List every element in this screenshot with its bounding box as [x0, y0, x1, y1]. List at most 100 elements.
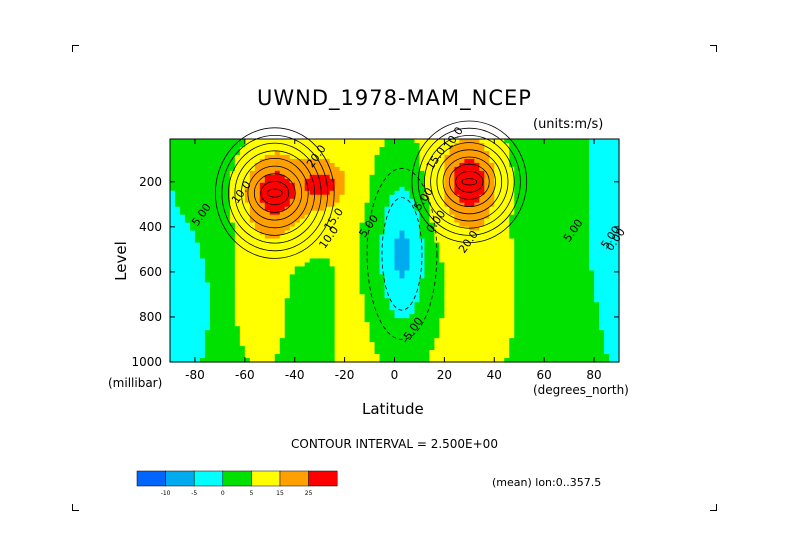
contour-cell: [349, 258, 356, 264]
contour-cell: [339, 310, 346, 315]
contour-cell: [604, 194, 610, 200]
contour-cell: [454, 350, 460, 355]
contour-cell: [334, 194, 341, 200]
contour-cell: [214, 346, 221, 351]
contour-cell: [584, 174, 590, 180]
contour-cell: [519, 210, 525, 216]
contour-cell: [399, 150, 406, 156]
contour-cell: [289, 298, 296, 303]
contour-cell: [339, 354, 346, 359]
contour-cell: [524, 214, 530, 220]
contour-cell: [429, 262, 436, 268]
contour-cell: [409, 290, 416, 295]
contour-cell: [409, 318, 416, 323]
contour-cell: [509, 310, 515, 315]
contour-cell: [499, 274, 505, 279]
contour-cell: [549, 210, 555, 216]
contour-cell: [324, 234, 331, 240]
contour-cell: [204, 158, 211, 164]
contour-cell: [309, 242, 316, 248]
contour-cell: [189, 290, 196, 295]
contour-cell: [359, 182, 366, 188]
contour-cell: [439, 210, 445, 216]
contour-cell: [189, 238, 196, 244]
contour-cell: [299, 266, 306, 272]
contour-cell: [459, 306, 465, 311]
contour-cell: [414, 150, 421, 156]
contour-cell: [574, 150, 580, 156]
contour-cell: [314, 354, 321, 359]
contour-cell: [194, 218, 201, 224]
contour-cell: [189, 278, 196, 283]
contour-cell: [384, 338, 391, 343]
contour-cell: [504, 334, 510, 339]
contour-cell: [424, 150, 431, 156]
contour-cell: [324, 254, 331, 260]
contour-cell: [264, 166, 271, 172]
contour-cell: [344, 262, 351, 268]
contour-cell: [529, 318, 535, 323]
contour-cell: [349, 214, 356, 220]
contour-cell: [409, 142, 416, 148]
contour-cell: [319, 186, 326, 192]
contour-cell: [339, 230, 346, 236]
contour-cell: [389, 190, 396, 196]
contour-cell: [349, 334, 356, 339]
contour-cell: [549, 198, 555, 204]
contour-cell: [384, 178, 391, 184]
contour-cell: [444, 194, 450, 200]
contour-cell: [519, 290, 525, 295]
contour-cell: [489, 334, 495, 339]
contour-cell: [609, 254, 615, 260]
contour-cell: [364, 342, 371, 347]
contour-cell: [594, 346, 600, 351]
contour-cell: [339, 342, 346, 347]
contour-cell: [194, 326, 201, 331]
contour-cell: [254, 350, 261, 355]
contour-cell: [429, 246, 436, 252]
contour-cell: [529, 302, 535, 307]
contour-cell: [429, 354, 436, 359]
contour-cell: [299, 190, 306, 196]
contour-cell: [384, 314, 391, 319]
contour-cell: [189, 334, 196, 339]
contour-cell: [414, 194, 421, 200]
contour-cell: [394, 214, 401, 220]
contour-cell: [494, 242, 500, 248]
contour-cell: [409, 190, 416, 196]
contour-cell: [459, 198, 465, 204]
contour-cell: [514, 154, 520, 160]
contour-cell: [444, 230, 450, 236]
contour-cell: [244, 242, 251, 248]
contour-cell: [274, 306, 281, 311]
contour-cell: [559, 238, 565, 244]
contour-cell: [309, 262, 316, 268]
contour-cell: [179, 174, 186, 180]
contour-cell: [494, 158, 500, 164]
contour-cell: [369, 306, 376, 311]
contour-cell: [274, 218, 281, 224]
contour-cell: [264, 302, 271, 307]
contour-cell: [239, 294, 246, 299]
contour-cell: [354, 174, 361, 180]
contour-cell: [269, 350, 276, 355]
contour-cell: [449, 346, 455, 351]
contour-cell: [544, 354, 550, 359]
contour-cell: [534, 154, 540, 160]
contour-cell: [344, 162, 351, 168]
contour-cell: [179, 330, 186, 335]
contour-cell: [239, 238, 246, 244]
contour-cell: [479, 330, 485, 335]
contour-cell: [399, 290, 406, 295]
contour-cell: [309, 142, 316, 148]
contour-cell: [264, 202, 271, 208]
contour-cell: [359, 298, 366, 303]
contour-cell: [339, 358, 346, 363]
corner-mark-tr: [710, 45, 717, 52]
contour-cell: [170, 270, 176, 275]
contour-cell: [359, 258, 366, 264]
contour-cell: [544, 182, 550, 188]
contour-cell: [384, 330, 391, 335]
contour-cell: [524, 266, 530, 272]
contour-cell: [454, 238, 460, 244]
